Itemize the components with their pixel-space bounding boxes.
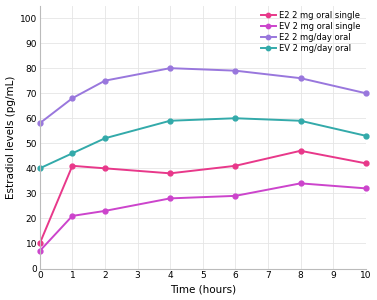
EV 2 mg oral single [70, 214, 75, 218]
EV 2 mg oral single [103, 209, 107, 213]
E2 2 mg/day oral [298, 76, 303, 80]
E2 2 mg oral single [70, 164, 75, 168]
E2 2 mg oral single [298, 149, 303, 153]
E2 2 mg oral single [363, 161, 368, 165]
EV 2 mg oral single [233, 194, 238, 198]
Line: EV 2 mg/day oral: EV 2 mg/day oral [37, 116, 368, 171]
E2 2 mg oral single [103, 167, 107, 170]
EV 2 mg/day oral [103, 136, 107, 140]
E2 2 mg/day oral [103, 79, 107, 83]
EV 2 mg oral single [168, 196, 172, 200]
EV 2 mg/day oral [70, 152, 75, 155]
EV 2 mg/day oral [233, 116, 238, 120]
EV 2 mg/day oral [168, 119, 172, 123]
EV 2 mg oral single [363, 187, 368, 190]
EV 2 mg/day oral [363, 134, 368, 138]
EV 2 mg/day oral [37, 167, 42, 170]
E2 2 mg/day oral [168, 66, 172, 70]
Line: E2 2 mg oral single: E2 2 mg oral single [37, 148, 368, 246]
EV 2 mg/day oral [298, 119, 303, 123]
E2 2 mg oral single [37, 242, 42, 245]
E2 2 mg oral single [168, 172, 172, 175]
EV 2 mg oral single [298, 182, 303, 185]
E2 2 mg/day oral [70, 96, 75, 100]
E2 2 mg oral single [233, 164, 238, 168]
E2 2 mg/day oral [363, 92, 368, 95]
Line: E2 2 mg/day oral: E2 2 mg/day oral [37, 66, 368, 126]
Legend: E2 2 mg oral single, EV 2 mg oral single, E2 2 mg/day oral, EV 2 mg/day oral: E2 2 mg oral single, EV 2 mg oral single… [260, 10, 362, 54]
E2 2 mg/day oral [37, 122, 42, 125]
X-axis label: Time (hours): Time (hours) [170, 284, 236, 294]
Y-axis label: Estradiol levels (pg/mL): Estradiol levels (pg/mL) [6, 75, 15, 199]
EV 2 mg oral single [37, 249, 42, 253]
E2 2 mg/day oral [233, 69, 238, 73]
Line: EV 2 mg oral single: EV 2 mg oral single [37, 181, 368, 254]
